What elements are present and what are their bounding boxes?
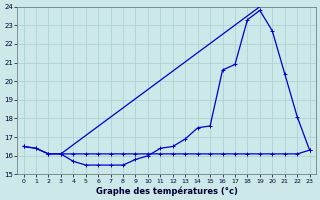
X-axis label: Graphe des températures (°c): Graphe des températures (°c) (96, 186, 237, 196)
